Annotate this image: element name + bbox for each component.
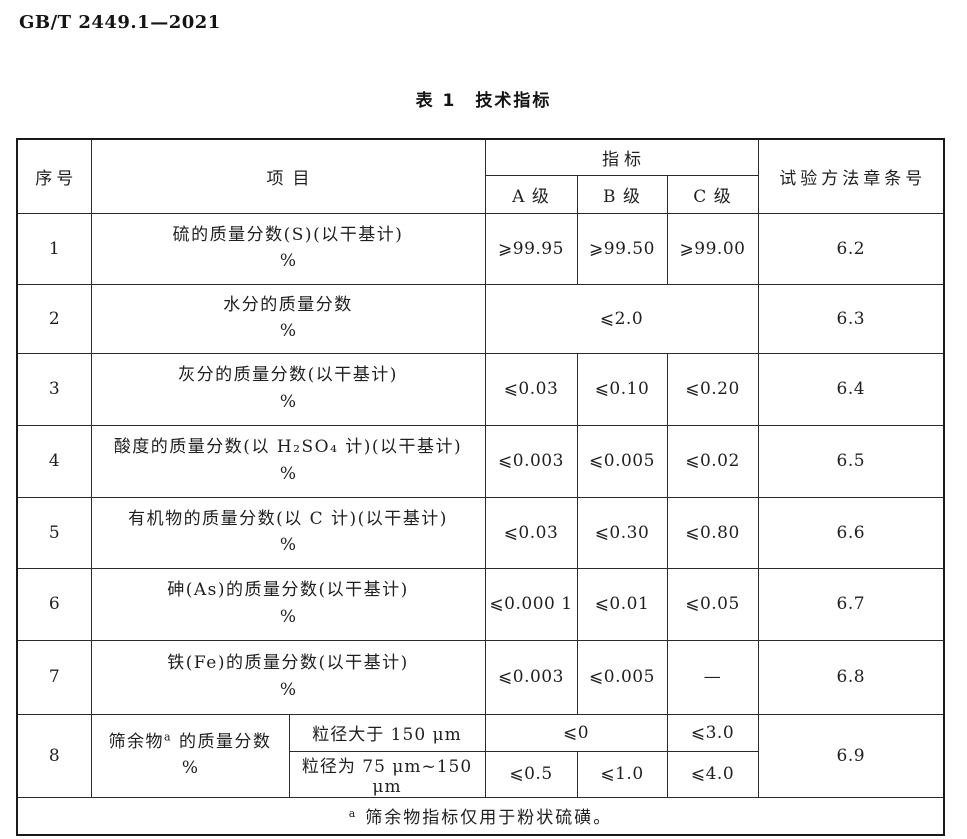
r7-grade-c-value: — bbox=[666, 639, 759, 715]
r3-item-unit: % bbox=[279, 391, 297, 412]
table-row: 4 酸度的质量分数(以 H₂SO₄ 计)(以干基计) % ⩽0.003 ⩽0.0… bbox=[16, 424, 945, 498]
r1-seq: 1 bbox=[16, 212, 92, 285]
table-row: 1 硫的质量分数(S)(以干基计) % ⩾99.95 ⩾99.50 ⩾99.00… bbox=[16, 212, 945, 285]
table-row: 3 灰分的质量分数(以干基计) % ⩽0.03 ⩽0.10 ⩽0.20 6.4 bbox=[16, 352, 945, 426]
footnote-text: 筛余物指标仅用于粉状硫磺。 bbox=[365, 808, 613, 829]
r8-sub2-grade-b-value: ⩽1.0 bbox=[576, 750, 668, 798]
spec-table: 序号 项目 指标 试验方法章条号 A 级 B 级 C 级 1 硫的质量分数(S)… bbox=[16, 138, 946, 836]
table-footnote: a 筛余物指标仅用于粉状硫磺。 bbox=[16, 796, 945, 836]
col-header-grade-c: C 级 bbox=[666, 174, 759, 214]
r3-grade-a-value: ⩽0.03 bbox=[484, 352, 578, 426]
r5-method: 6.6 bbox=[757, 496, 945, 569]
r8-sub1-grade-c-value: ⩽3.0 bbox=[666, 713, 759, 752]
col-header-item: 项目 bbox=[90, 138, 486, 214]
col-header-grade-a: A 级 bbox=[484, 174, 578, 214]
r6-item: 砷(As)的质量分数(以干基计) % bbox=[90, 567, 486, 641]
r5-seq: 5 bbox=[16, 496, 92, 569]
r3-grade-c-value: ⩽0.20 bbox=[666, 352, 759, 426]
r1-grade-c-value: ⩾99.00 bbox=[666, 212, 759, 285]
footnote-row: a 筛余物指标仅用于粉状硫磺。 bbox=[16, 796, 945, 836]
r2-seq: 2 bbox=[16, 283, 92, 354]
r8-sub2-grade-a-value: ⩽0.5 bbox=[484, 750, 578, 798]
r7-grade-b-value: ⩽0.005 bbox=[576, 639, 668, 715]
r3-seq: 3 bbox=[16, 352, 92, 426]
r7-method: 6.8 bbox=[757, 639, 945, 715]
footnote-marker: a bbox=[348, 806, 358, 820]
col-header-grade-b: B 级 bbox=[576, 174, 668, 214]
r4-item-name: 酸度的质量分数(以 H₂SO₄ 计)(以干基计) bbox=[113, 437, 463, 457]
r1-grade-a-value: ⩾99.95 bbox=[484, 212, 578, 285]
r5-grade-b-value: ⩽0.30 bbox=[576, 496, 668, 569]
r2-item: 水分的质量分数 % bbox=[90, 283, 486, 354]
r6-grade-c-value: ⩽0.05 bbox=[666, 567, 759, 641]
r2-method: 6.3 bbox=[757, 283, 945, 354]
r7-item-name: 铁(Fe)的质量分数(以干基计) bbox=[167, 653, 409, 673]
r6-grade-b-value: ⩽0.01 bbox=[576, 567, 668, 641]
r5-item-unit: % bbox=[279, 535, 297, 555]
r3-item-name: 灰分的质量分数(以干基计) bbox=[178, 365, 398, 385]
r8-method: 6.9 bbox=[757, 713, 945, 798]
r6-item-unit: % bbox=[279, 606, 297, 627]
r7-item: 铁(Fe)的质量分数(以干基计) % bbox=[90, 639, 486, 715]
r8-sub1-label: 粒径大于 150 μm bbox=[288, 713, 486, 752]
header-row-1: 序号 项目 指标 试验方法章条号 bbox=[16, 138, 945, 214]
r4-method: 6.5 bbox=[757, 424, 945, 498]
table-row: 8 筛余物a 的质量分数 % 粒径大于 150 μm ⩽0 ⩽3.0 6.9 bbox=[16, 713, 945, 798]
r3-grade-b-value: ⩽0.10 bbox=[576, 352, 668, 426]
r8-sub2-label: 粒径为 75 μm~150 μm bbox=[288, 750, 486, 798]
r1-item-name: 硫的质量分数(S)(以干基计) bbox=[172, 224, 404, 245]
table-title: 表 1 技术指标 bbox=[415, 91, 552, 111]
r7-seq: 7 bbox=[16, 639, 92, 715]
r3-method: 6.4 bbox=[757, 352, 945, 426]
r5-item: 有机物的质量分数(以 C 计)(以干基计) % bbox=[90, 496, 486, 569]
table-row: 2 水分的质量分数 % ⩽2.0 6.3 bbox=[16, 283, 945, 354]
r8-item-unit: % bbox=[181, 758, 199, 778]
r4-item: 酸度的质量分数(以 H₂SO₄ 计)(以干基计) % bbox=[90, 424, 486, 498]
footnote-marker: a bbox=[164, 729, 173, 743]
r1-item: 硫的质量分数(S)(以干基计) % bbox=[90, 212, 486, 285]
table-row: 粒径为 75 μm~150 μm ⩽0.5 ⩽1.0 ⩽4.0 bbox=[17, 750, 944, 798]
r8-item: 筛余物a 的质量分数 % bbox=[90, 713, 290, 798]
r5-grade-c-value: ⩽0.80 bbox=[666, 496, 759, 569]
r8-item-name: 筛余物a 的质量分数 bbox=[108, 729, 272, 752]
r4-grade-b-value: ⩽0.005 bbox=[576, 424, 668, 498]
r2-item-unit: % bbox=[279, 321, 297, 341]
standard-number: GB/T 2449.1—2021 bbox=[19, 12, 221, 33]
r6-method: 6.7 bbox=[757, 567, 945, 641]
r8-seq: 8 bbox=[16, 713, 92, 798]
r6-grade-a-value: ⩽0.000 1 bbox=[484, 567, 578, 641]
r6-item-name: 砷(As)的质量分数(以干基计) bbox=[167, 580, 409, 600]
r4-grade-c-value: ⩽0.02 bbox=[666, 424, 759, 498]
table-row: 5 有机物的质量分数(以 C 计)(以干基计) % ⩽0.03 ⩽0.30 ⩽0… bbox=[16, 496, 945, 569]
r5-item-name: 有机物的质量分数(以 C 计)(以干基计) bbox=[128, 508, 448, 529]
r4-seq: 4 bbox=[16, 424, 92, 498]
header-row-2: A 级 B 级 C 级 bbox=[17, 174, 944, 214]
r1-grade-b-value: ⩾99.50 bbox=[576, 212, 668, 285]
r8-sub1-grade-ab-value: ⩽0 bbox=[484, 713, 668, 752]
r4-item-unit: % bbox=[279, 463, 297, 484]
col-header-indicator-group: 指标 bbox=[484, 138, 759, 176]
r1-method: 6.2 bbox=[757, 212, 945, 285]
table-row: 6 砷(As)的质量分数(以干基计) % ⩽0.000 1 ⩽0.01 ⩽0.0… bbox=[16, 567, 945, 641]
r5-grade-a-value: ⩽0.03 bbox=[484, 496, 578, 569]
r6-seq: 6 bbox=[16, 567, 92, 641]
col-header-method: 试验方法章条号 bbox=[757, 138, 945, 214]
r4-grade-a-value: ⩽0.003 bbox=[484, 424, 578, 498]
r2-merged-value: ⩽2.0 bbox=[484, 283, 759, 354]
r3-item: 灰分的质量分数(以干基计) % bbox=[90, 352, 486, 426]
col-header-seq: 序号 bbox=[16, 138, 92, 214]
r2-item-name: 水分的质量分数 bbox=[223, 294, 353, 315]
r7-item-unit: % bbox=[279, 679, 297, 700]
table-row: 7 铁(Fe)的质量分数(以干基计) % ⩽0.003 ⩽0.005 — 6.8 bbox=[16, 639, 945, 715]
r8-sub2-grade-c-value: ⩽4.0 bbox=[666, 750, 759, 798]
r7-grade-a-value: ⩽0.003 bbox=[484, 639, 578, 715]
r1-item-unit: % bbox=[279, 251, 297, 271]
